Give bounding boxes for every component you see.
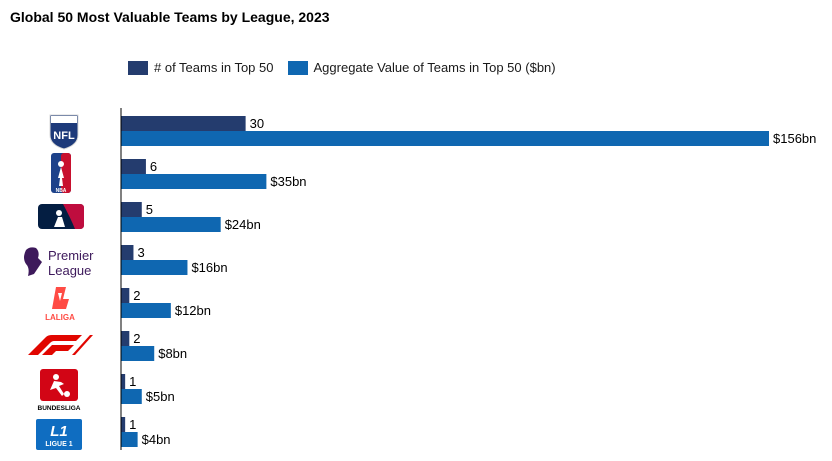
nba-logo-text: NBA <box>56 188 67 194</box>
nfl-logo-text: NFL <box>53 130 75 142</box>
nfl-logo-icon: NFL <box>49 114 79 150</box>
premier-league-logo-icon: Premier League <box>24 247 94 278</box>
f1-logo-icon <box>28 335 93 355</box>
legend-item-teams: # of Teams in Top 50 <box>128 60 274 75</box>
data-label-bundesliga-teams: 1 <box>129 374 136 389</box>
data-label-f1-value: $8bn <box>158 346 187 361</box>
legend-swatch-teams <box>128 60 148 75</box>
data-label-premier-league-teams: 3 <box>137 245 144 260</box>
data-label-laliga-value: $12bn <box>175 303 211 318</box>
legend-item-value: Aggregate Value of Teams in Top 50 ($bn) <box>287 60 556 75</box>
bar-nba-teams <box>121 159 146 174</box>
bar-f1-teams <box>121 331 130 346</box>
legend-label-teams: # of Teams in Top 50 <box>154 60 274 75</box>
legend-label-value: Aggregate Value of Teams in Top 50 ($bn) <box>313 60 556 75</box>
laliga-logo-icon: LALIGA <box>45 287 75 322</box>
mlb-logo-icon <box>38 204 84 229</box>
bar-nba-value <box>121 174 267 189</box>
data-label-nba-value: $35bn <box>270 174 306 189</box>
legend-swatch-value <box>287 60 308 75</box>
ligue1-logo-mark: L1 <box>50 423 68 440</box>
ligue1-logo-icon: L1 LIGUE 1 <box>36 419 82 450</box>
legend: # of Teams in Top 50 Aggregate Value of … <box>128 60 570 75</box>
bar-mlb-value <box>121 217 221 232</box>
bar-nfl-teams <box>121 116 246 131</box>
data-label-ligue-1-value: $4bn <box>142 432 171 447</box>
bar-mlb-teams <box>121 202 142 217</box>
premier-league-logo-line1: Premier <box>48 248 94 263</box>
bar-bundesliga-value <box>121 389 142 404</box>
bar-premier-league-value <box>121 260 188 275</box>
ligue1-logo-text: LIGUE 1 <box>45 441 72 448</box>
premier-league-logo-line2: League <box>48 263 91 278</box>
chart-title: Global 50 Most Valuable Teams by League,… <box>10 9 330 25</box>
data-label-laliga-teams: 2 <box>133 288 140 303</box>
data-label-mlb-teams: 5 <box>146 202 153 217</box>
bar-ligue-1-value <box>121 432 138 447</box>
data-label-nfl-value: $156bn <box>773 131 816 146</box>
bar-ligue-1-teams <box>121 417 126 432</box>
data-label-premier-league-value: $16bn <box>191 260 227 275</box>
bar-laliga-value <box>121 303 171 318</box>
bundesliga-logo-text: BUNDESLIGA <box>38 405 81 412</box>
data-label-f1-teams: 2 <box>133 331 140 346</box>
data-label-ligue-1-teams: 1 <box>129 417 136 432</box>
data-label-nba-teams: 6 <box>150 159 157 174</box>
bar-premier-league-teams <box>121 245 134 260</box>
data-label-nfl-teams: 30 <box>250 116 264 131</box>
laliga-logo-text: LALIGA <box>45 313 75 322</box>
bundesliga-logo-icon: BUNDESLIGA <box>38 369 81 412</box>
nba-logo-icon: NBA <box>51 153 71 194</box>
data-label-bundesliga-value: $5bn <box>146 389 175 404</box>
bar-f1-value <box>121 346 155 361</box>
data-label-mlb-value: $24bn <box>225 217 261 232</box>
bar-nfl-value <box>121 131 769 146</box>
bar-bundesliga-teams <box>121 374 126 389</box>
bar-laliga-teams <box>121 288 130 303</box>
